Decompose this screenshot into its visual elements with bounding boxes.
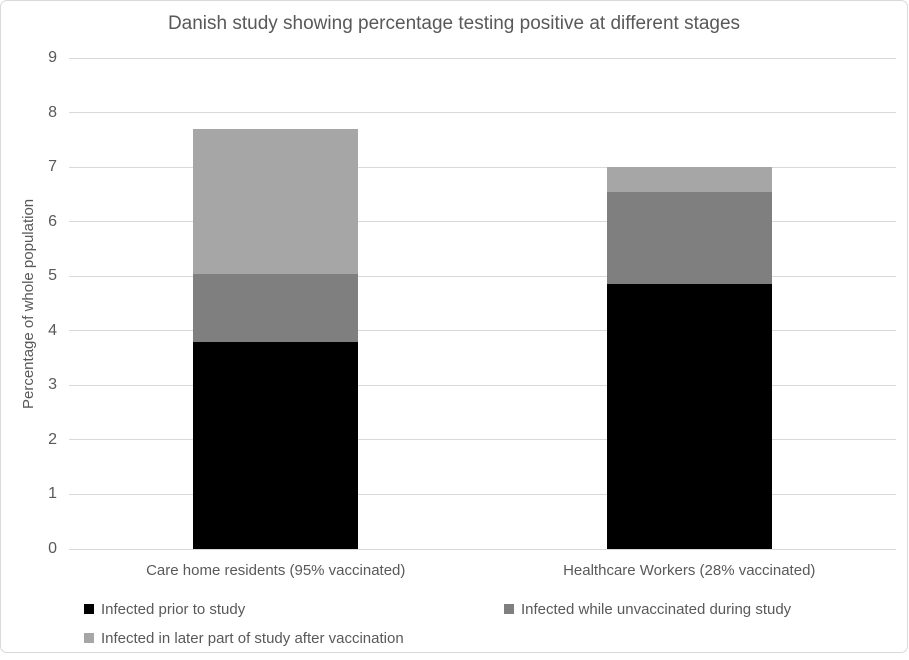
y-tick-label: 6 [48, 212, 57, 230]
gridline [69, 439, 896, 441]
legend-marker-icon [84, 604, 94, 614]
gridline [69, 384, 896, 386]
gridline [69, 112, 896, 114]
gridline [69, 166, 896, 168]
legend-item: Infected in later part of study after va… [84, 629, 404, 647]
category-label: Care home residents (95% vaccinated) [146, 562, 406, 579]
bar-segment [193, 341, 359, 549]
gridline [69, 57, 896, 59]
y-tick-label: 7 [48, 158, 57, 176]
chart-title: Danish study showing percentage testing … [167, 13, 741, 34]
y-tick-label: 8 [48, 103, 57, 121]
bar-segment [193, 273, 359, 342]
y-tick-label: 1 [48, 485, 57, 503]
legend-label: Infected in later part of study after va… [101, 629, 404, 647]
bar-segment [606, 167, 772, 192]
legend-marker-icon [504, 604, 514, 614]
y-tick-label: 5 [48, 267, 57, 285]
y-tick-label: 3 [48, 376, 57, 394]
gridline [69, 221, 896, 223]
y-axis-title: Percentage of whole population [20, 198, 37, 409]
legend-item: Infected prior to study [84, 600, 245, 618]
gridline [69, 330, 896, 332]
bar-segment [606, 191, 772, 285]
y-tick-label: 4 [48, 321, 57, 339]
y-tick-label: 9 [48, 49, 57, 66]
y-tick-label: 2 [48, 430, 57, 448]
y-tick-label: 0 [48, 540, 57, 557]
gridline [69, 548, 896, 550]
stacked-bar [606, 58, 772, 549]
category-label: Healthcare Workers (28% vaccinated) [563, 562, 816, 579]
bar-segment [193, 128, 359, 274]
gridline [69, 275, 896, 277]
legend-label: Infected while unvaccinated during study [521, 600, 792, 618]
plot-area [69, 57, 896, 550]
legend-item: Infected while unvaccinated during study [504, 600, 791, 618]
legend-label: Infected prior to study [101, 600, 246, 618]
legend-marker-icon [84, 633, 94, 643]
stacked-bar [193, 58, 359, 549]
gridline [69, 493, 896, 495]
bar-segment [606, 284, 772, 549]
